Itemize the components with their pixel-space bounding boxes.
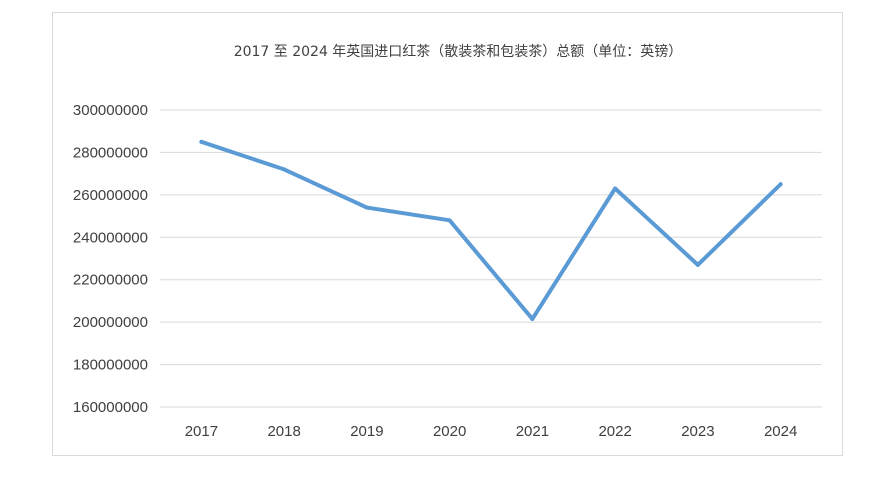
x-tick-label: 2017 — [185, 423, 218, 440]
y-tick-label: 180000000 — [73, 357, 148, 374]
y-tick-label: 160000000 — [73, 399, 148, 416]
grid-lines — [160, 110, 822, 407]
x-tick-label: 2018 — [267, 423, 300, 440]
y-axis-tick-labels: 300000000 280000000 260000000 240000000 2200… — [73, 102, 148, 416]
data-point — [365, 206, 369, 210]
data-point — [696, 263, 700, 267]
data-point — [530, 317, 534, 321]
data-point — [779, 182, 783, 186]
data-point — [448, 218, 452, 222]
series-layer — [199, 140, 782, 321]
series-line — [201, 142, 780, 319]
x-tick-label: 2020 — [433, 423, 466, 440]
data-point — [613, 186, 617, 190]
y-tick-label: 260000000 — [73, 187, 148, 204]
x-tick-label: 2021 — [516, 423, 549, 440]
x-tick-label: 2023 — [681, 423, 714, 440]
x-tick-label: 2019 — [350, 423, 383, 440]
y-tick-label: 240000000 — [73, 229, 148, 246]
chart-title: 2017 至 2024 年英国进口红茶（散装茶和包装茶）总额（单位：英镑） — [234, 43, 683, 60]
x-tick-label: 2022 — [598, 423, 631, 440]
y-tick-label: 300000000 — [73, 102, 148, 119]
y-tick-label: 220000000 — [73, 272, 148, 289]
x-tick-label: 2024 — [764, 423, 797, 440]
x-axis-tick-labels: 2017 2018 2019 2020 2021 2022 2023 2024 — [185, 423, 798, 440]
y-tick-label: 280000000 — [73, 144, 148, 161]
data-point — [199, 140, 203, 144]
data-point — [282, 167, 286, 171]
y-tick-label: 200000000 — [73, 314, 148, 331]
